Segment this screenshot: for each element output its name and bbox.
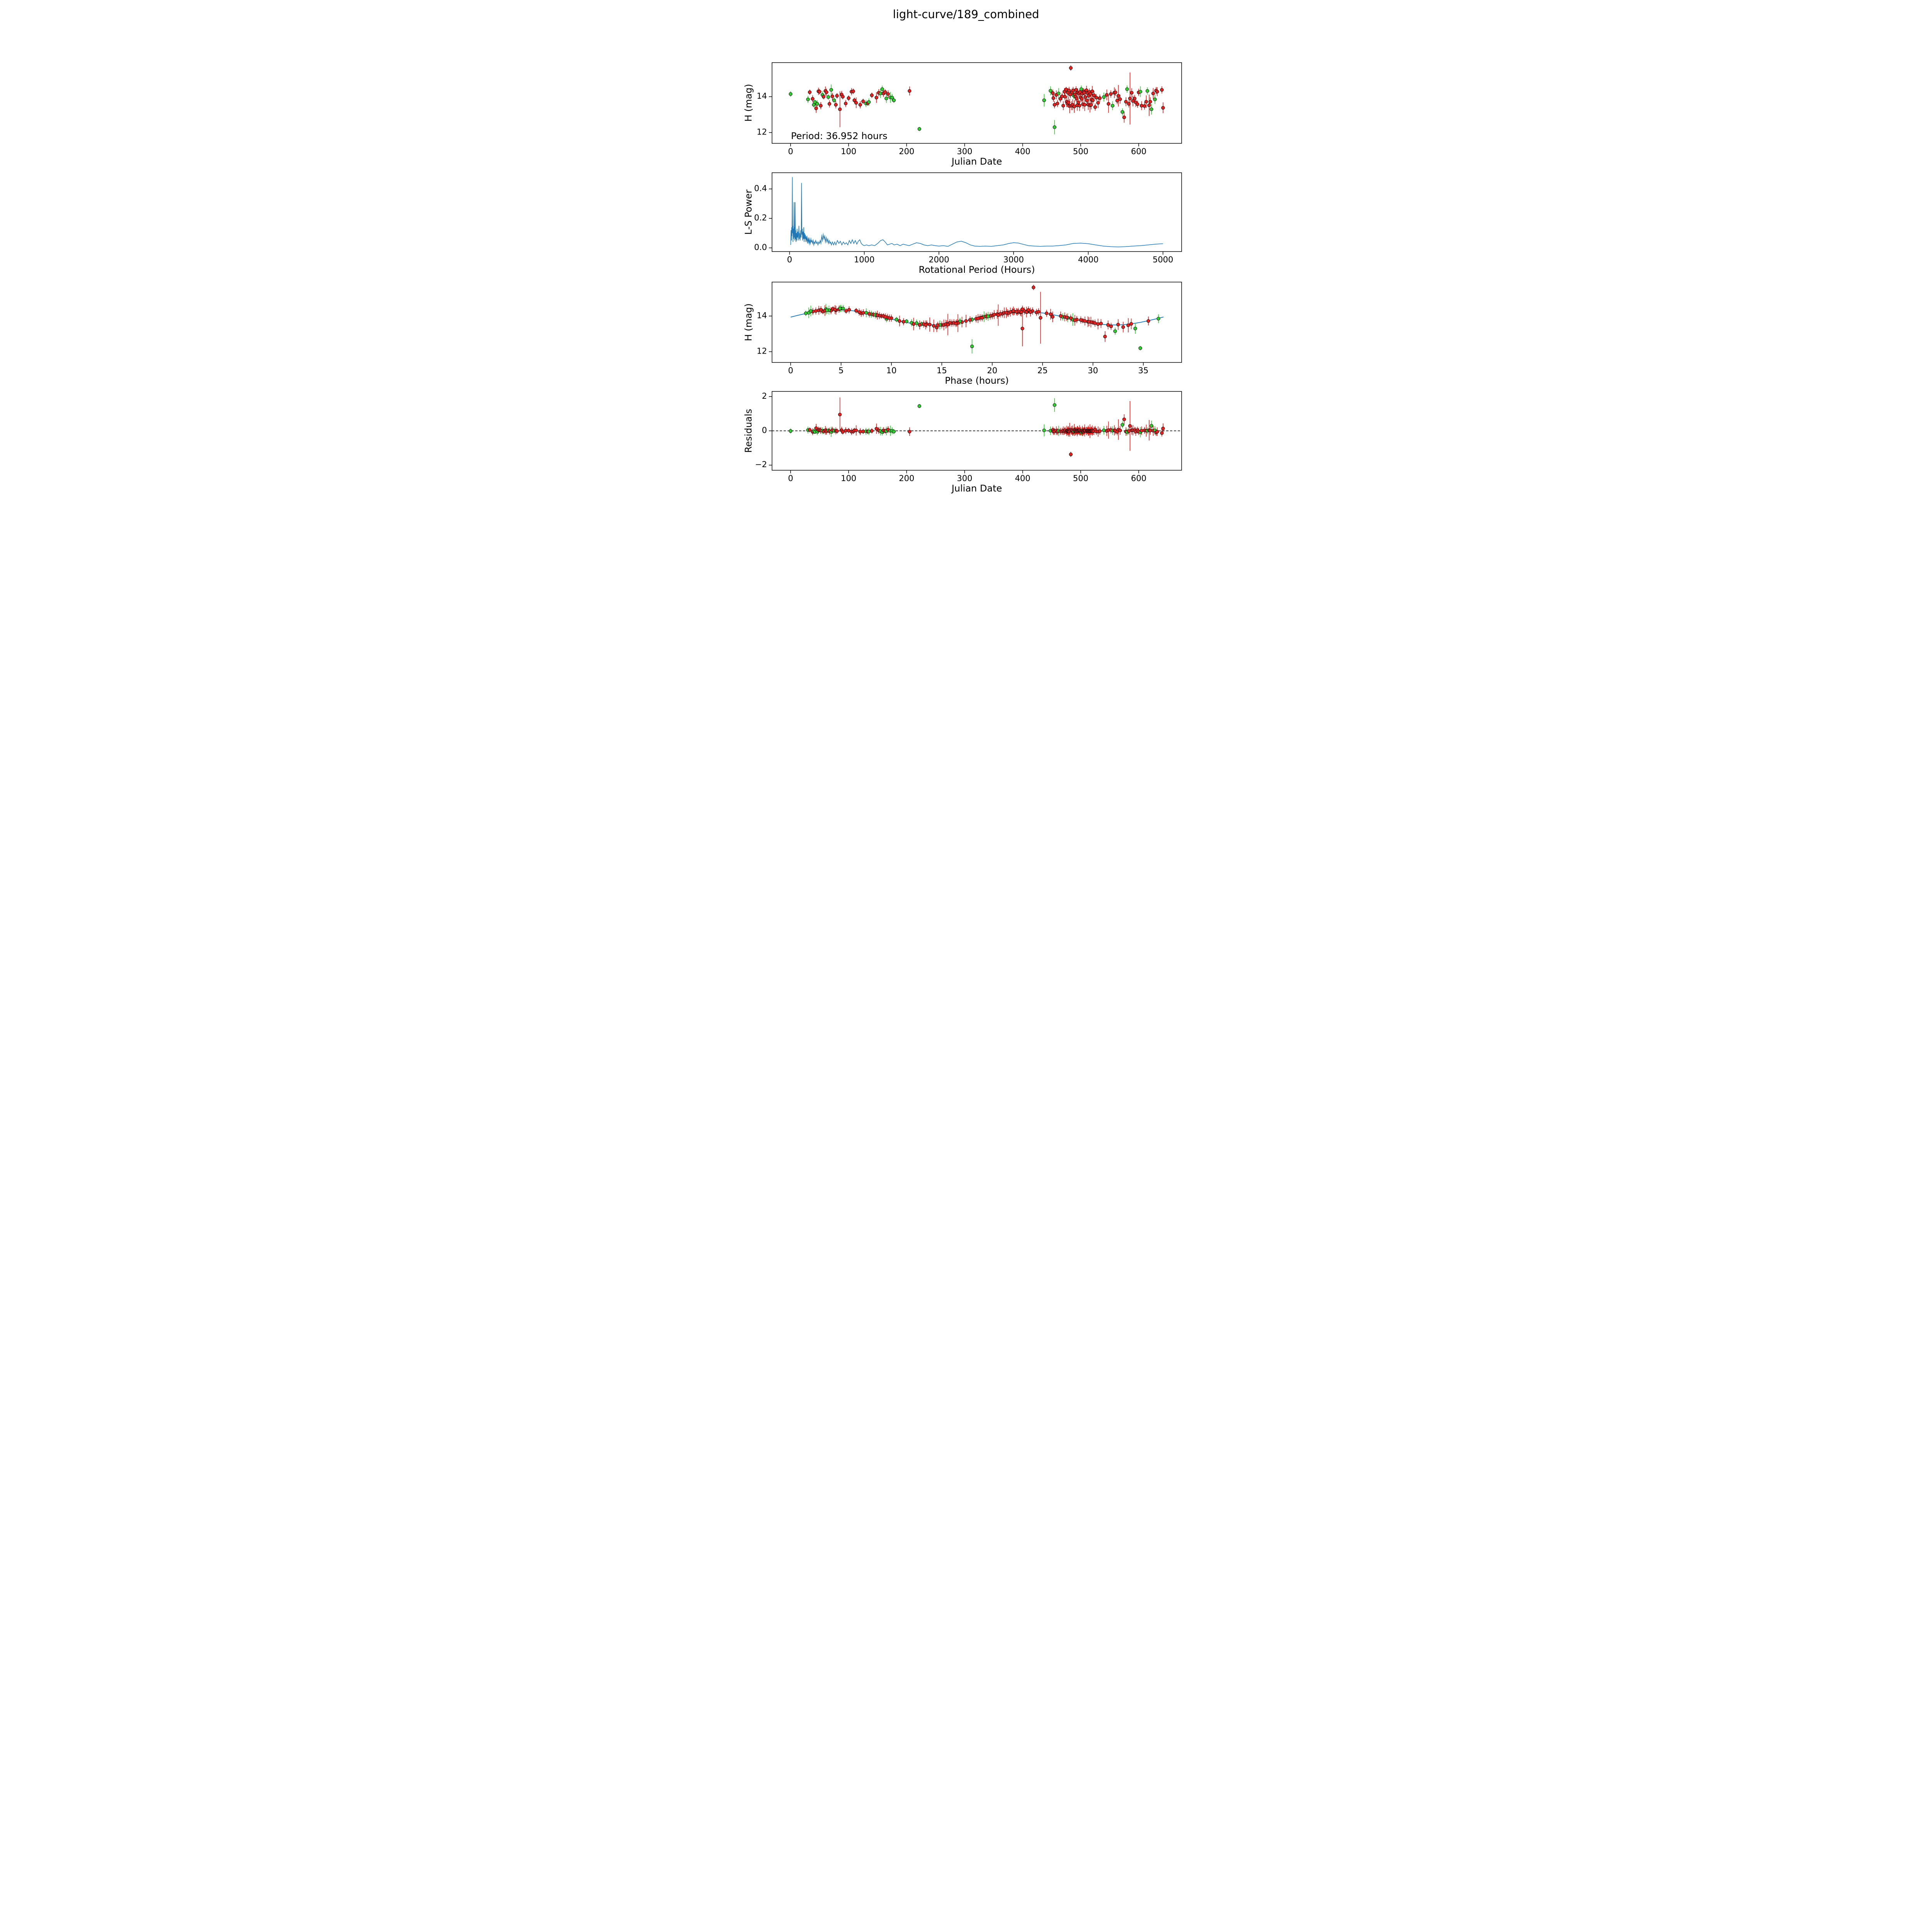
panel3-xlabel: Phase (hours) [945,375,1009,386]
period-annotation: Period: 36.952 hours [791,131,888,141]
light-curve-figure: light-curve/189_combined Period: 36.952 … [705,0,1227,522]
panel2-ylabel: L-S Power [743,189,754,235]
panel1-xlabel: Julian Date [951,156,1002,167]
plot-canvas [705,0,1227,522]
panel2-xlabel: Rotational Period (Hours) [918,264,1035,275]
panel1-ylabel: H (mag) [743,84,754,122]
panel3-ylabel: H (mag) [743,303,754,341]
panel4-ylabel: Residuals [743,409,754,453]
figure-title: light-curve/189_combined [893,8,1039,21]
panel4-xlabel: Julian Date [951,483,1002,494]
